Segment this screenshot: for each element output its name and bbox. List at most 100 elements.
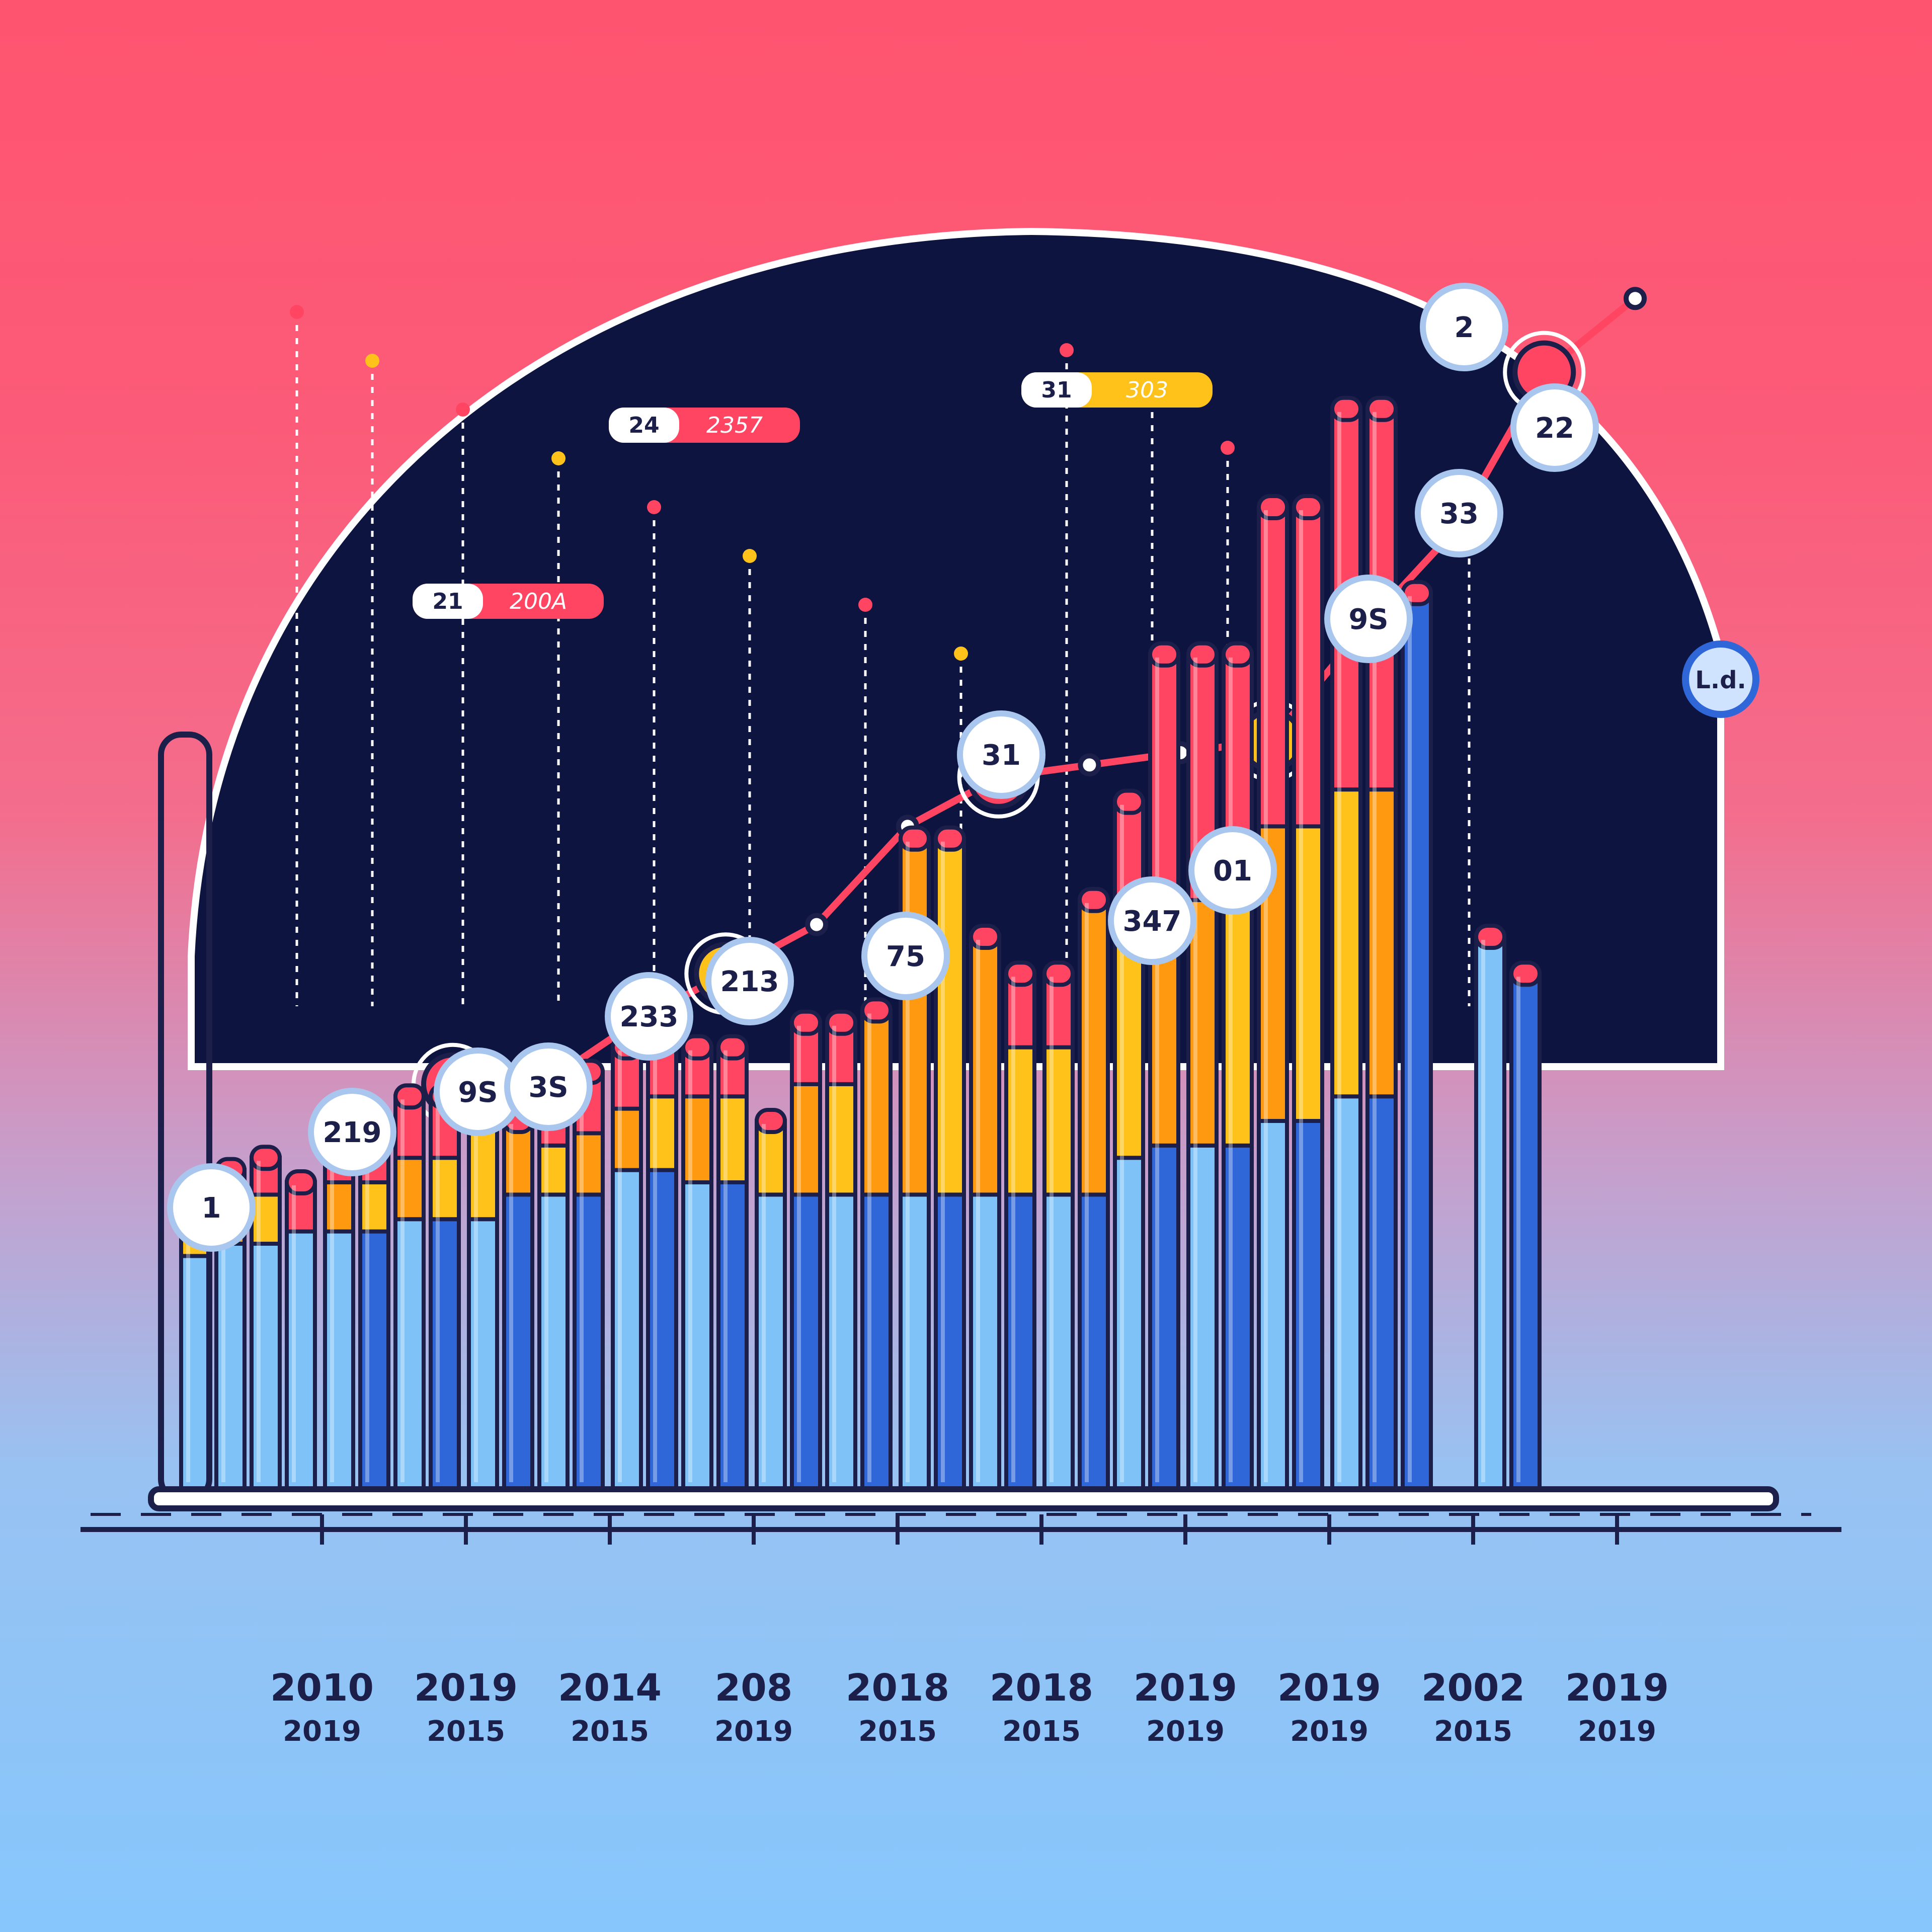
value-badge-circle <box>504 1042 593 1131</box>
bar-highlight <box>797 1025 801 1482</box>
bar-highlight <box>976 940 980 1482</box>
bar-segment <box>537 1143 570 1197</box>
flag-labels: 21 200A 24 2357 31 303 <box>413 372 1213 619</box>
x-tick-label-bottom: 2015 <box>1002 1715 1081 1748</box>
bar-cap <box>1222 641 1254 668</box>
bar-cap <box>393 1083 426 1110</box>
bar-cap <box>969 924 1001 950</box>
bar-segment <box>1078 1192 1110 1491</box>
bar-cap <box>716 1034 749 1061</box>
bar-segment <box>393 1217 426 1491</box>
bar-highlight <box>1229 657 1233 1482</box>
value-badge-circle <box>1415 469 1503 557</box>
bar-highlight <box>1264 510 1268 1482</box>
bar-cap <box>755 1108 787 1134</box>
bar-segment <box>1186 1143 1219 1492</box>
leader-dot <box>647 500 661 514</box>
bar-segment <box>358 1229 390 1492</box>
bar-segment <box>860 1192 893 1491</box>
bar-segment <box>716 1180 749 1491</box>
bar-segment <box>1292 824 1324 1123</box>
bar-cap <box>1148 641 1180 668</box>
value-badge-label: 22 <box>1535 412 1574 445</box>
bar-segment <box>573 1131 605 1197</box>
leader-dot <box>1221 441 1235 455</box>
value-badge-circle <box>705 937 794 1025</box>
bar-highlight <box>1050 977 1054 1482</box>
bar-highlight <box>1011 977 1015 1482</box>
bar-segment <box>1148 1143 1180 1492</box>
bar-segment <box>899 836 931 1197</box>
x-tick-label-bottom: 2019 <box>714 1715 793 1748</box>
value-badge-circle <box>1324 575 1413 663</box>
bar-highlight <box>292 1185 296 1482</box>
value-badge-label: 33 <box>1439 498 1479 530</box>
bar-highlight <box>832 1025 836 1482</box>
value-badge-circle <box>1510 383 1599 472</box>
bar-segment <box>1078 898 1110 1197</box>
bar-segment <box>1222 898 1254 1148</box>
bar-segment <box>611 1168 643 1492</box>
value-badge: 33 <box>1415 469 1503 557</box>
bar-segment <box>1257 505 1289 829</box>
flag-label: 24 2357 <box>609 408 800 443</box>
value-badge-label: 9S <box>1348 603 1388 636</box>
bar-cap <box>1042 960 1075 987</box>
bar-highlight <box>906 841 910 1482</box>
value-badge-label: 233 <box>620 1001 679 1033</box>
x-tick-label-bottom: 2015 <box>1434 1715 1512 1748</box>
bar-cap <box>860 997 893 1024</box>
flag-left-label: 24 <box>628 413 659 438</box>
value-badge: 347 <box>1108 876 1196 965</box>
x-axis-labels: 2010 2019 2019 2015 2014 2015 208 2019 2018 2015 2… <box>270 1666 1669 1748</box>
bar-segment <box>681 1094 713 1184</box>
bar-segment <box>825 1082 857 1197</box>
value-badge: 22 <box>1510 383 1599 472</box>
bar-highlight <box>544 1087 548 1482</box>
bar-cap <box>681 1034 713 1061</box>
bar-cap <box>1292 494 1324 520</box>
bar-highlight <box>762 1124 766 1482</box>
bar-segment <box>1004 1192 1036 1491</box>
value-badge-label: 2 <box>1455 311 1474 344</box>
bar-segment <box>1186 898 1219 1148</box>
x-tick-label-bottom: 2019 <box>1578 1715 1656 1748</box>
leader-dot <box>456 403 470 417</box>
bar-segment <box>429 1156 461 1222</box>
value-badge-circle <box>1420 283 1508 371</box>
bar-highlight <box>1337 412 1341 1482</box>
bar-segment <box>250 1192 282 1246</box>
bar-cap <box>1078 887 1110 913</box>
bar-highlight <box>1481 940 1485 1482</box>
x-tick-label-bottom: 2015 <box>858 1715 937 1748</box>
bar-segment <box>323 1180 355 1234</box>
flag-left-bg <box>609 408 679 443</box>
bar-segment <box>1401 591 1433 1491</box>
bar-segment <box>790 1082 822 1197</box>
value-badge-circle <box>957 710 1045 799</box>
x-tick-label-top: 2002 <box>1421 1666 1525 1710</box>
bar-segment <box>179 1254 211 1491</box>
bar-segment <box>969 1192 1001 1491</box>
value-badge-circle <box>605 972 693 1061</box>
bar-segment <box>537 1192 570 1491</box>
bar-highlight <box>688 1050 692 1482</box>
bar-segment <box>755 1192 787 1491</box>
bar-segment <box>429 1217 461 1491</box>
value-badge-label: 219 <box>323 1116 382 1149</box>
value-badge: 233 <box>605 972 693 1061</box>
x-axis-ticks <box>320 1514 1619 1545</box>
bar-segment <box>1292 1119 1324 1491</box>
value-badge-circle <box>1108 876 1196 965</box>
bar-highlight <box>474 1099 478 1482</box>
value-badge-circle <box>308 1088 396 1176</box>
corner-bubble: L.d. <box>1682 640 1759 718</box>
flag-right-label: 200A <box>510 589 567 614</box>
trend-point <box>805 913 829 936</box>
value-badge: 75 <box>861 912 950 1000</box>
bar-segment <box>611 1106 643 1172</box>
bar-cap <box>1004 960 1036 987</box>
corner-bubble-circle <box>1682 640 1759 718</box>
bar-segment <box>1113 1156 1145 1491</box>
